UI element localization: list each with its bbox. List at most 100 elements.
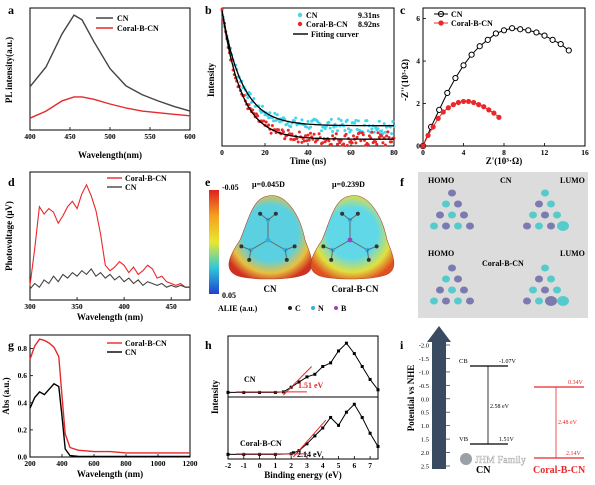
- nyquist-point-coral: [440, 109, 446, 115]
- x-g-tick-label: 600: [88, 459, 100, 468]
- trpl-point-coral: [289, 137, 293, 141]
- nyquist-point-coral: [435, 115, 441, 121]
- vb-xps-cn-point: [273, 390, 277, 394]
- legend-cn-g: CN: [125, 348, 137, 357]
- trpl-point-cn: [365, 119, 369, 123]
- trpl-point-cn: [353, 121, 357, 125]
- x-g-tick-label: 1200: [183, 459, 198, 468]
- legend-cn-a: CN: [117, 14, 129, 23]
- legend-marker-coral-b: [297, 21, 303, 27]
- orbital-lobe: [454, 297, 462, 305]
- trpl-point-coral: [381, 141, 385, 145]
- orbital-lobe: [454, 275, 462, 283]
- trpl-point-coral: [352, 134, 355, 138]
- plot-frame-d: [29, 171, 191, 301]
- legend-cn-c: CN: [451, 10, 463, 19]
- orbital-lobe: [553, 286, 561, 294]
- trpl-point-cn: [261, 104, 264, 108]
- y-i-tick-label: 0.5: [421, 410, 429, 417]
- nyquist-point-cn: [533, 29, 540, 36]
- trpl-point-cn: [354, 118, 358, 122]
- alie-surface-coral: [310, 195, 395, 280]
- y-axis-label-c: -Z''(10³·Ω): [400, 59, 410, 101]
- x-axis-label-g: Wavelength (nm): [77, 469, 143, 479]
- panel-f: f HOMO CN LUMO HOMO Coral-B-CN LUMO: [400, 172, 588, 318]
- watermark-text: JHM Family: [475, 455, 526, 466]
- atom-legend-b-dot: [334, 306, 338, 310]
- panel-letter-c: c: [400, 3, 406, 17]
- y-axis-label-a: PL intensity(a.u.): [4, 37, 14, 103]
- orbital-lobe: [448, 211, 456, 219]
- watermark: JHM Family: [460, 453, 526, 466]
- x-g-tick-label: 400: [56, 459, 68, 468]
- x-h-tick-label: 7: [368, 461, 372, 470]
- orbital-lobe: [430, 297, 438, 305]
- trpl-point-coral: [377, 135, 381, 139]
- trpl-point-cn: [343, 129, 347, 132]
- trpl-point-coral: [256, 114, 260, 118]
- y-i-tick-label: 2.5: [421, 464, 429, 471]
- panel-letter-g: g: [8, 338, 14, 352]
- spv-curve-cn: [29, 267, 190, 290]
- vb-xps-cn-point: [305, 375, 309, 379]
- orbital-lobe: [442, 222, 450, 230]
- potential-axis-arrow: [427, 326, 451, 342]
- trpl-point-coral: [302, 139, 306, 143]
- trpl-point-coral: [286, 128, 290, 132]
- trpl-point-cn: [336, 129, 339, 133]
- trpl-point-coral: [309, 131, 312, 135]
- orbital-lobe: [448, 286, 456, 294]
- nyquist-point-coral: [425, 132, 431, 138]
- vb-xps-coral-point: [337, 423, 341, 427]
- y-i-tick-label: -0.5: [419, 383, 429, 390]
- bond: [349, 239, 368, 251]
- y-g-tick-label: 0.6: [18, 371, 28, 380]
- x-d-tick-label: 400: [118, 302, 130, 311]
- panel-g: g 200 400 600 800 1000 1200 0.0 0.2 0.4 0.6 0.8 Co…: [1, 334, 198, 479]
- panel-e: e -0.05 0.05 ALIE (a.u.) μ=0.045D μ=0.23…: [205, 175, 395, 313]
- trpl-point-cn: [275, 113, 279, 117]
- y-g-tick-label: 0.2: [18, 425, 28, 434]
- trpl-point-cn: [320, 129, 323, 133]
- trpl-point-cn: [331, 130, 335, 133]
- trpl-point-coral: [345, 144, 349, 147]
- vb-xps-cn-point: [321, 365, 325, 368]
- x-d-tick-label: 450: [166, 302, 178, 311]
- x-ticks-h: -2 -1 0 1 2 3 4 5 6 7: [225, 456, 372, 470]
- x-b-tick-label: 80: [390, 148, 398, 157]
- y-c-tick-label: 0: [416, 142, 420, 151]
- ticks-g: 200 400 600 800 1000 1200 0.0 0.2 0.4 0.6 0.8: [18, 344, 198, 468]
- panel-letter-h: h: [205, 338, 212, 352]
- x-ticks-d: 300 350 400 450: [24, 297, 177, 311]
- series-a: [29, 14, 191, 119]
- nyquist-point-cn: [484, 36, 491, 43]
- trpl-point-cn: [267, 116, 271, 120]
- trpl-point-coral: [288, 132, 292, 136]
- atom-c: [292, 244, 297, 249]
- trpl-point-cn: [300, 118, 304, 122]
- trpl-point-coral: [355, 135, 359, 139]
- trpl-point-coral: [350, 141, 354, 145]
- orbital-lobe: [436, 286, 444, 294]
- legend-cn-d: CN: [125, 183, 137, 192]
- orbital-lobe: [557, 296, 569, 306]
- panel-letter-e: e: [205, 175, 211, 189]
- x-g-tick-label: 800: [120, 459, 132, 468]
- trpl-point-coral: [312, 132, 316, 136]
- nyquist-point-cn: [541, 32, 548, 39]
- x-ticks-b: 0 20 40 60 80: [220, 143, 398, 157]
- x-b-tick-label: 60: [347, 148, 355, 157]
- vb-xps-cn-point: [337, 349, 341, 353]
- orbital-lobe: [553, 211, 561, 219]
- trpl-point-cn: [380, 129, 384, 133]
- y-axis-label-g: Abs (a.u.): [1, 377, 11, 414]
- x-axis-label-b: Time (ns): [290, 156, 327, 166]
- cn-cb-potential: -1.07V: [499, 359, 516, 365]
- trpl-point-cn: [382, 122, 386, 126]
- potential-axis-bar: [432, 342, 446, 469]
- x-c-tick-label: 12: [541, 148, 549, 157]
- nyquist-point-cn: [557, 40, 564, 48]
- orbital-lobe: [541, 286, 549, 294]
- orbital-lobe: [448, 264, 456, 272]
